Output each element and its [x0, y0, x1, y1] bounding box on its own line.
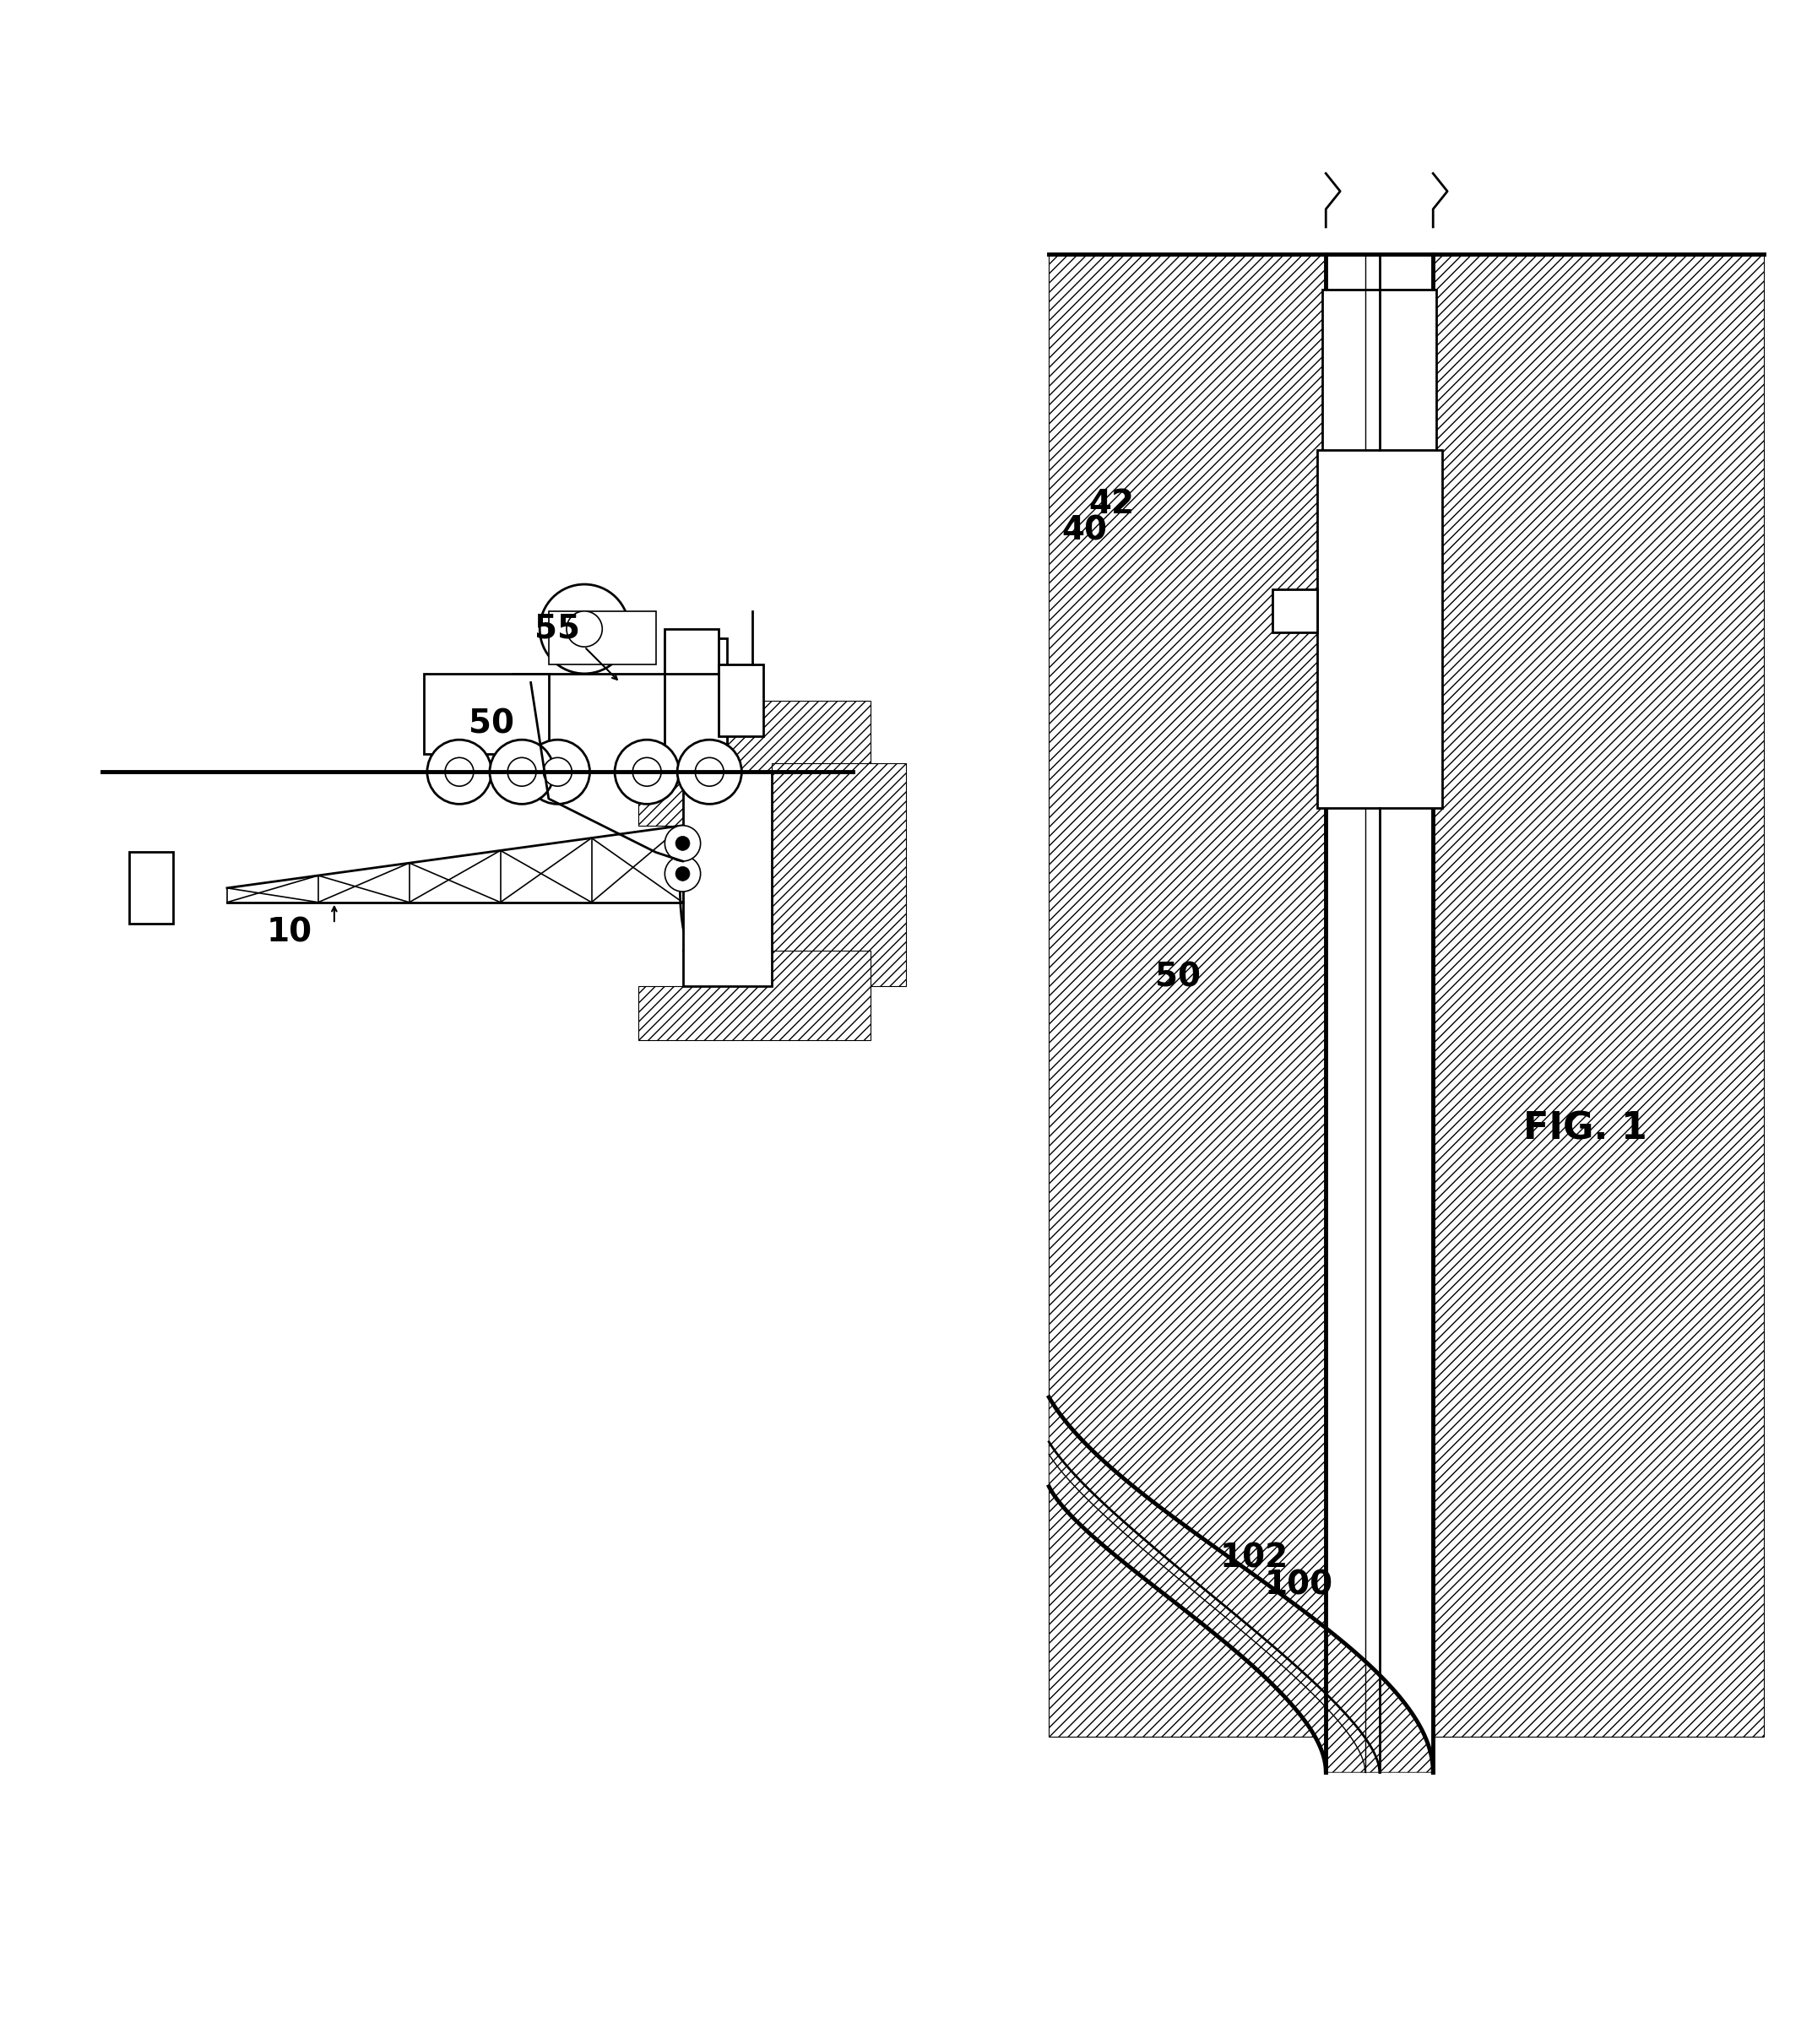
- Bar: [1272, 589, 1317, 632]
- Circle shape: [446, 758, 473, 787]
- Text: 50: 50: [469, 707, 515, 740]
- Circle shape: [540, 585, 629, 675]
- Circle shape: [525, 740, 589, 803]
- PathPatch shape: [549, 701, 870, 773]
- PathPatch shape: [1433, 253, 1763, 1737]
- Circle shape: [632, 758, 661, 787]
- Circle shape: [665, 856, 701, 891]
- PathPatch shape: [1049, 1398, 1433, 1772]
- Circle shape: [428, 740, 491, 803]
- PathPatch shape: [638, 950, 870, 1040]
- Circle shape: [676, 836, 690, 850]
- Bar: [513, 675, 727, 773]
- PathPatch shape: [772, 762, 906, 987]
- Bar: [665, 630, 718, 675]
- Text: 50: 50: [1154, 961, 1200, 993]
- Bar: [1317, 450, 1442, 807]
- Circle shape: [507, 758, 536, 787]
- Circle shape: [676, 867, 690, 881]
- Bar: [1323, 290, 1437, 701]
- PathPatch shape: [638, 773, 683, 826]
- Bar: [549, 611, 656, 664]
- Text: 102: 102: [1219, 1541, 1288, 1574]
- Text: 40: 40: [1062, 515, 1107, 546]
- Bar: [129, 852, 174, 924]
- Circle shape: [614, 740, 680, 803]
- Bar: [683, 773, 772, 987]
- Text: 10: 10: [266, 916, 312, 948]
- Text: 55: 55: [535, 613, 580, 646]
- Text: 100: 100: [1265, 1568, 1334, 1600]
- PathPatch shape: [1049, 253, 1326, 1737]
- Text: 42: 42: [1089, 489, 1134, 519]
- Circle shape: [567, 611, 602, 646]
- Circle shape: [544, 758, 573, 787]
- Circle shape: [678, 740, 741, 803]
- Ellipse shape: [680, 826, 707, 950]
- Circle shape: [696, 758, 723, 787]
- Circle shape: [489, 740, 554, 803]
- Bar: [424, 675, 549, 754]
- Bar: [665, 638, 727, 773]
- Bar: [718, 664, 763, 736]
- Text: FIG. 1: FIG. 1: [1522, 1112, 1647, 1147]
- Circle shape: [665, 826, 701, 861]
